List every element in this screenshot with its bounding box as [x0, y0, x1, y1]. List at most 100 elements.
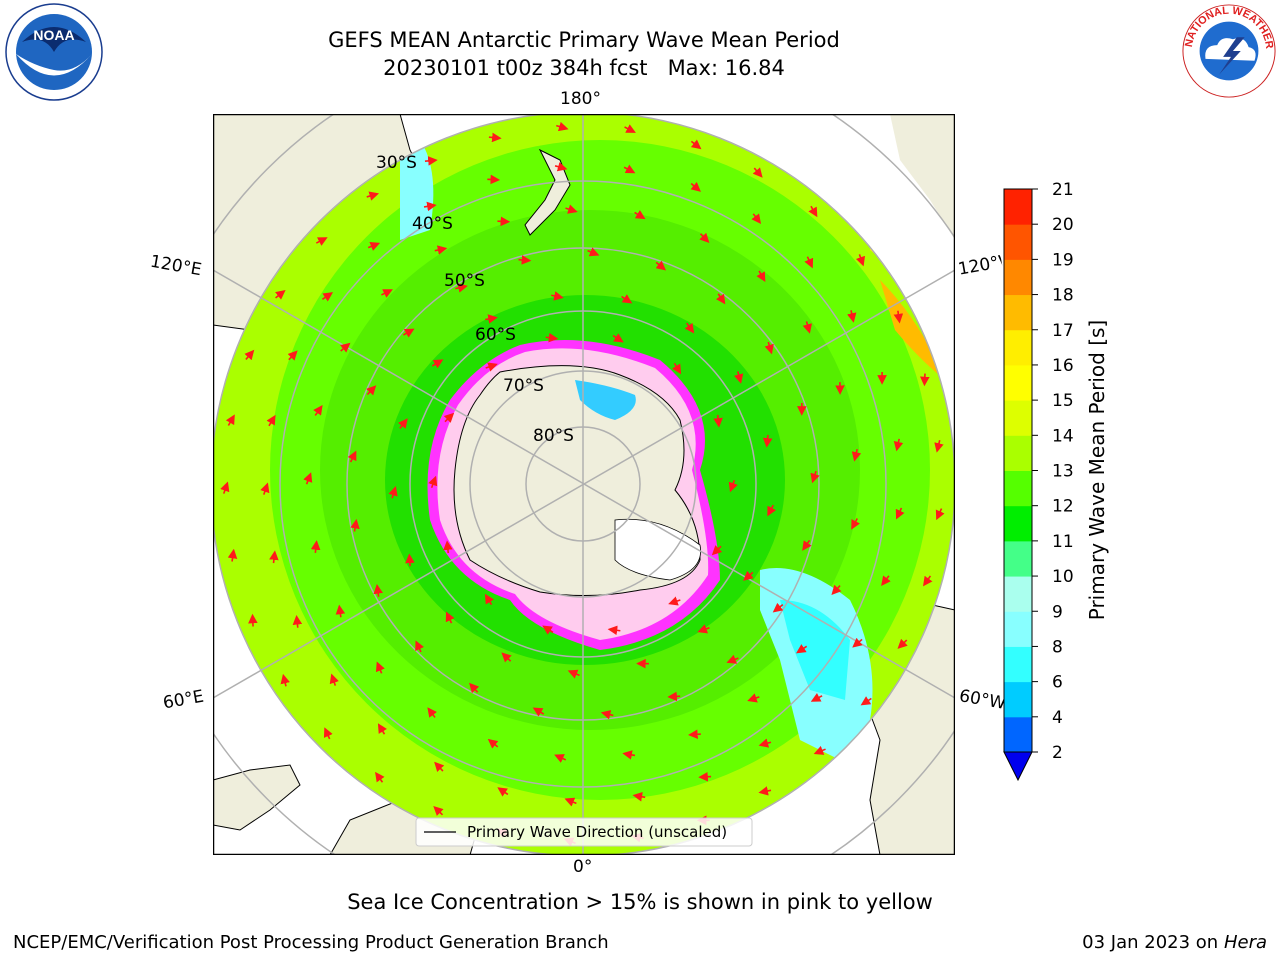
wave-direction-arrow — [542, 625, 554, 635]
wave-direction-arrow — [501, 652, 512, 663]
wave-direction-arrow — [851, 449, 862, 462]
wave-direction-arrow — [484, 593, 494, 606]
colorbar-tick-label: 14 — [1052, 426, 1074, 446]
wave-direction-arrow — [756, 270, 766, 283]
chart-title: GEFS MEAN Antarctic Primary Wave Mean Pe… — [0, 26, 1168, 82]
wave-direction-arrow — [244, 349, 255, 361]
wave-direction-arrow — [690, 181, 701, 192]
wave-direction-arrow — [367, 241, 381, 251]
wave-direction-arrow — [292, 614, 303, 628]
colorbar-tick-label: 10 — [1052, 567, 1074, 587]
title-line-2: 20230101 t00z 384h fcst Max: 16.84 — [383, 56, 785, 80]
wave-direction-arrow — [802, 321, 812, 334]
wave-direction-arrow — [795, 644, 808, 654]
wave-direction-arrow — [767, 504, 777, 517]
wave-direction-arrow — [831, 584, 842, 596]
wave-direction-arrow — [315, 237, 328, 246]
wave-direction-arrow — [287, 350, 298, 361]
wave-direction-arrow — [497, 787, 509, 797]
wave-direction-arrow — [260, 482, 270, 495]
colorbar-tick-label: 12 — [1052, 497, 1074, 517]
wave-direction-arrow — [375, 771, 385, 783]
wave-direction-arrow — [808, 205, 818, 218]
colorbar-tick-label: 4 — [1052, 708, 1063, 728]
noaa-logo: NOAA — [5, 3, 103, 101]
wave-direction-arrow — [434, 245, 448, 255]
wave-direction-arrow — [445, 611, 455, 624]
lat-label-30s: 30°S — [376, 153, 417, 173]
lon-label-180: 180° — [560, 89, 601, 109]
wave-direction-arrow — [893, 438, 904, 452]
wave-direction-arrow — [772, 602, 784, 613]
wave-direction-arrow — [728, 479, 738, 493]
wave-direction-arrow — [269, 550, 279, 564]
colorbar-segment — [1004, 224, 1032, 260]
wave-direction-arrows — [220, 121, 945, 847]
colorbar-tick-label: 17 — [1052, 321, 1074, 341]
colorbar-segment — [1004, 400, 1032, 436]
colorbar-label: Primary Wave Mean Period [s] — [1085, 319, 1109, 621]
legend-label: Primary Wave Direction (unscaled) — [467, 823, 727, 841]
wave-direction-arrow — [488, 132, 502, 143]
colorbar-tick-label: 13 — [1052, 462, 1074, 482]
wave-direction-arrow — [624, 124, 636, 133]
wave-direction-arrow — [266, 414, 276, 427]
wave-direction-arrow — [690, 139, 702, 150]
wave-direction-arrow — [433, 805, 444, 817]
colorbar-tick-label: 20 — [1052, 215, 1074, 235]
colorbar-segment — [1004, 259, 1032, 296]
colorbar-tick-label: 6 — [1052, 673, 1063, 693]
credit-branch: NCEP/EMC/Verification Post Processing Pr… — [13, 932, 609, 953]
wave-direction-arrow — [455, 283, 468, 293]
wave-direction-arrow — [377, 723, 387, 735]
sea-ice-footnote: Sea Ice Concentration > 15% is shown in … — [347, 890, 933, 914]
credit-date: 03 Jan 2023 on Hera — [1082, 932, 1267, 953]
wave-direction-arrow — [366, 385, 377, 396]
wave-direction-arrow — [893, 310, 904, 324]
wave-direction-arrow — [897, 638, 908, 649]
wave-direction-arrow — [431, 359, 444, 369]
wave-direction-arrow — [634, 210, 646, 220]
wave-direction-arrow — [329, 673, 339, 686]
wave-direction-arrow — [565, 204, 578, 214]
wave-direction-arrow — [802, 539, 812, 551]
wave-direction-arrow — [855, 254, 866, 267]
wave-direction-arrow — [672, 362, 682, 375]
wave-direction-arrow — [415, 640, 424, 653]
colorbar-tick-label: 21 — [1052, 180, 1074, 200]
wave-direction-arrow — [443, 540, 453, 554]
wave-direction-arrow — [227, 548, 238, 562]
wave-direction-arrow — [715, 293, 726, 305]
colorbar-segment — [1004, 294, 1032, 331]
colorbar-under-extension — [1003, 751, 1033, 782]
wave-direction-arrow — [713, 414, 723, 428]
wave-direction-arrow — [697, 624, 710, 634]
wave-direction-arrow — [424, 156, 438, 166]
lat-label-40s: 40°S — [412, 214, 453, 234]
wave-direction-arrow — [532, 707, 545, 717]
colorbar-segment — [1004, 470, 1032, 507]
wave-direction-arrow — [655, 260, 667, 271]
africa-land — [213, 764, 301, 831]
title-line-1: GEFS MEAN Antarctic Primary Wave Mean Pe… — [328, 28, 840, 52]
colorbar-segment — [1004, 435, 1032, 471]
lat-label-70s: 70°S — [503, 376, 544, 396]
graticule — [213, 114, 955, 855]
wave-direction-arrow — [303, 472, 313, 485]
wave-direction-arrow — [485, 314, 498, 324]
wave-direction-arrow — [487, 738, 499, 749]
wave-direction-arrow — [688, 729, 701, 740]
colorbar-segment — [1004, 646, 1032, 683]
credit-date-text: 03 Jan 2023 on — [1082, 932, 1224, 953]
credit-machine: Hera — [1223, 932, 1267, 953]
nws-logo: NATIONAL WEATHER SERVICE — [1180, 2, 1276, 98]
wave-direction-arrow — [612, 333, 624, 343]
wave-direction-arrow — [323, 727, 333, 740]
wave-direction-arrow — [751, 213, 762, 225]
colorbar-tick-label: 8 — [1052, 637, 1063, 657]
wave-direction-arrow — [922, 575, 933, 587]
wave-direction-arrow — [423, 201, 437, 212]
colorbar-tick-label: 19 — [1052, 250, 1074, 270]
lat-label-50s: 50°S — [444, 271, 485, 291]
map-legend: Primary Wave Direction (unscaled) — [415, 817, 753, 847]
